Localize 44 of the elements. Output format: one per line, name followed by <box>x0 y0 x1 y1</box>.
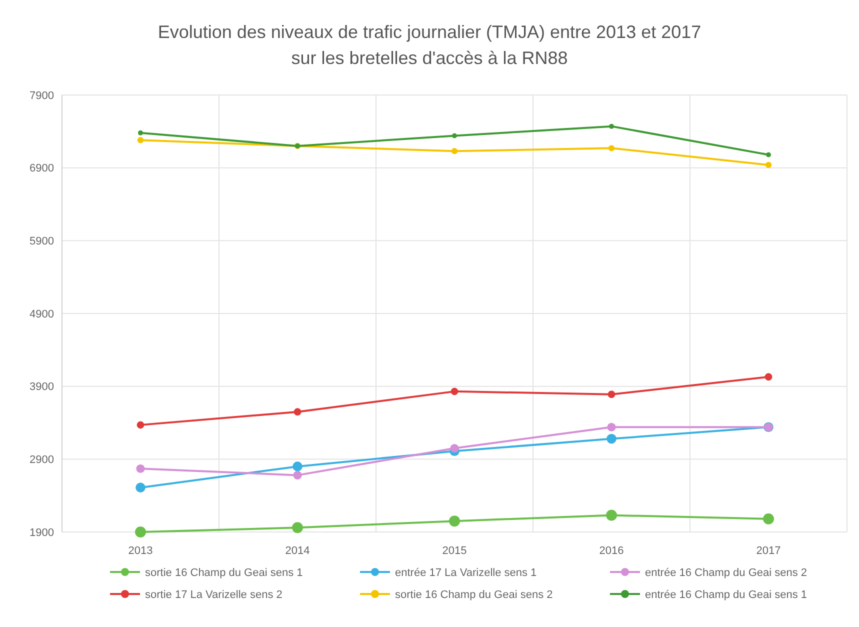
point <box>137 137 144 144</box>
y-tick-label: 2900 <box>30 454 54 466</box>
point <box>292 522 303 534</box>
y-tick-label: 3900 <box>30 381 54 394</box>
point <box>609 124 614 129</box>
y-tick-label: 5900 <box>30 236 54 248</box>
point <box>293 470 302 480</box>
point <box>763 513 774 524</box>
point <box>452 133 457 138</box>
legend-label: sortie 16 Champ du Geai sens 2 <box>395 588 553 601</box>
point <box>608 390 616 398</box>
x-tick-label: 2014 <box>285 545 310 557</box>
point <box>136 482 146 492</box>
point <box>136 421 144 429</box>
x-tick-label: 2015 <box>442 545 467 557</box>
legend-label: sortie 16 Champ du Geai sens 1 <box>145 566 303 579</box>
point <box>764 373 772 381</box>
legend-label: entrée 17 La Varizelle sens 1 <box>395 566 537 579</box>
x-tick-label: 2016 <box>599 545 624 557</box>
point <box>607 422 616 432</box>
chart-title: Evolution des niveaux de trafic journalier (TMJA) entre 2013 et 2017 sur les bretelles d'accès à la RN88 <box>158 22 702 68</box>
y-tick-label: 7900 <box>30 90 54 102</box>
x-tick-label: 2013 <box>128 545 153 557</box>
x-tick-label: 2017 <box>756 545 781 557</box>
point <box>450 444 459 453</box>
legend-label: sortie 17 La Varizelle sens 2 <box>145 588 282 601</box>
point <box>135 526 146 538</box>
point <box>608 145 615 152</box>
y-tick-label: 1900 <box>30 526 54 539</box>
point <box>136 464 145 473</box>
legend-label: entrée 16 Champ du Geai sens 1 <box>645 588 808 601</box>
point <box>294 408 302 416</box>
y-tick-label: 6900 <box>30 162 54 175</box>
legend-label: entrée 16 Champ du Geai sens 2 <box>645 566 808 579</box>
point <box>138 130 143 136</box>
y-tick-label: 4900 <box>30 308 54 320</box>
point <box>606 434 616 444</box>
point <box>450 388 458 396</box>
point <box>765 162 772 168</box>
point <box>292 462 302 472</box>
point <box>449 516 460 527</box>
point <box>766 152 771 158</box>
point <box>606 510 617 521</box>
point <box>451 148 458 154</box>
